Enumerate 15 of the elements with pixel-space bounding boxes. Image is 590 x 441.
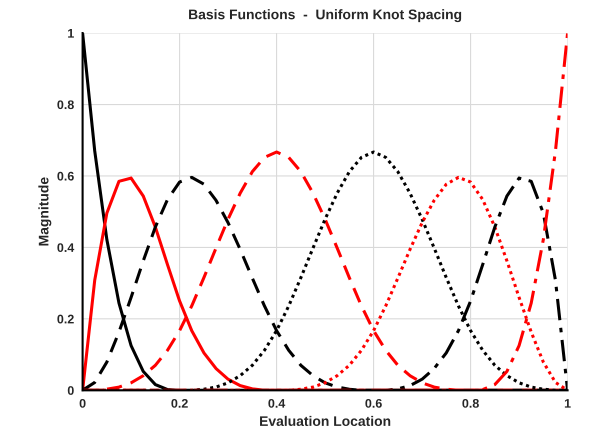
x-tick-label: 0.8 (462, 398, 479, 408)
chart-title: Basis Functions - Uniform Knot Spacing (189, 9, 462, 22)
y-tick-label: 0.2 (57, 314, 74, 324)
y-tick-label: 0.4 (57, 243, 74, 252)
x-tick-label: 0.4 (268, 398, 286, 408)
x-tick-label: 1 (564, 399, 571, 408)
y-tick-label: 1 (68, 29, 74, 38)
y-axis-title: Magnitude (38, 177, 52, 246)
y-tick-label: 0 (68, 386, 74, 395)
x-axis-title: Evaluation Location (260, 416, 390, 426)
x-tick-label: 0.2 (171, 398, 188, 408)
y-tick-label: 0.6 (57, 172, 74, 181)
x-tick-label: 0.6 (365, 398, 382, 408)
x-tick-label: 0 (80, 398, 86, 408)
y-tick-label: 0.8 (57, 100, 74, 110)
